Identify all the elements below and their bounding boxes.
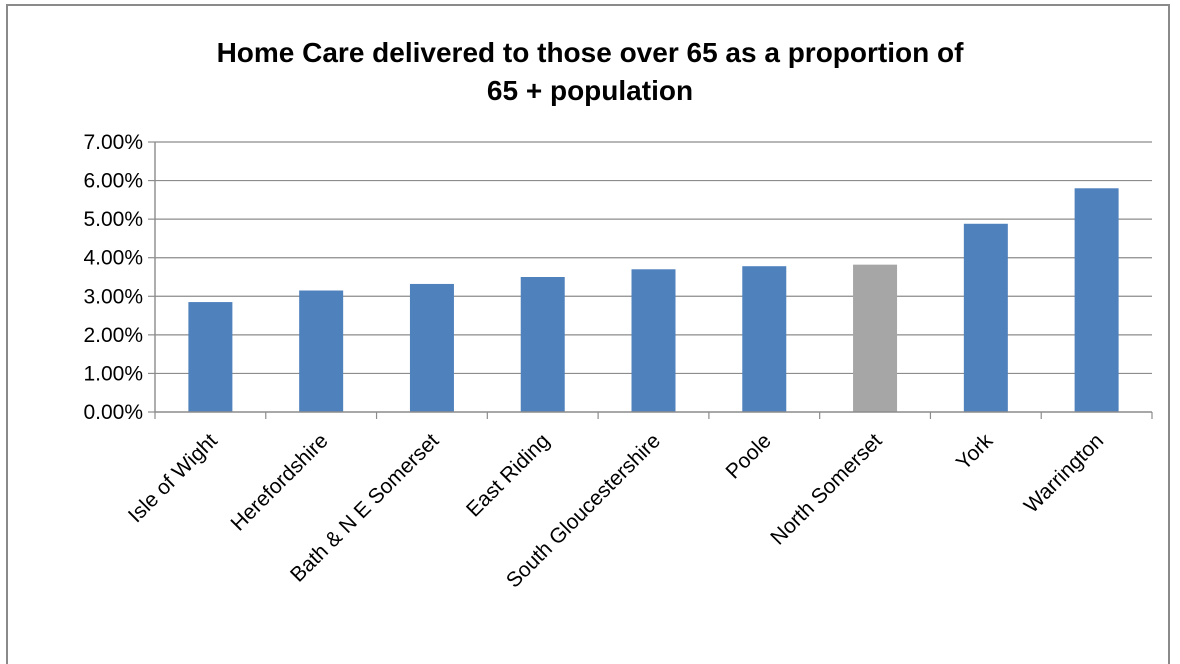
bar-south-gloucestershire	[631, 269, 676, 412]
bar-east-riding	[520, 277, 565, 412]
bar-north-somerset	[853, 264, 898, 412]
x-category-label: North Somerset	[766, 429, 886, 549]
y-tick-label: 0.00%	[83, 401, 143, 424]
axes	[148, 141, 1153, 419]
bar-herefordshire	[299, 290, 344, 412]
bar-warrington	[1074, 188, 1119, 412]
y-tick-label: 5.00%	[83, 208, 143, 231]
y-tick-label: 6.00%	[83, 170, 143, 193]
bar-poole	[742, 266, 787, 412]
bar-york	[963, 223, 1008, 412]
x-category-label: Poole	[722, 429, 776, 483]
bars	[188, 188, 1119, 412]
bar-bath-n-e-somerset	[409, 283, 454, 412]
chart-title: Home Care delivered to those over 65 as …	[0, 34, 1180, 110]
y-tick-label: 3.00%	[83, 285, 143, 308]
x-category-label: East Riding	[462, 429, 554, 521]
chart-title-line-2: 65 + population	[486, 75, 694, 106]
x-category-label: Herefordshire	[226, 429, 332, 535]
x-category-label: Isle of Wight	[124, 429, 222, 527]
x-category-label: York	[952, 429, 998, 475]
chart-title-line-1: Home Care delivered to those over 65 as …	[216, 37, 964, 68]
y-tick-label: 1.00%	[83, 362, 143, 385]
bar-isle-of-wight	[188, 302, 233, 412]
y-axis-ticks: 0.00% 1.00% 2.00% 3.00% 4.00% 5.00% 6.00% 7.00%	[83, 131, 143, 424]
y-tick-label: 4.00%	[83, 247, 143, 270]
x-category-label: Warrington	[1020, 429, 1108, 517]
y-tick-label: 7.00%	[83, 131, 143, 154]
y-tick-label: 2.00%	[83, 324, 143, 347]
